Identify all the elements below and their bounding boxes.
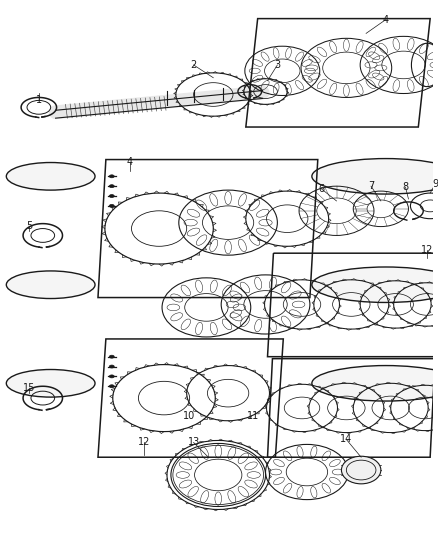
Text: 3: 3 bbox=[274, 60, 280, 70]
Text: 11: 11 bbox=[247, 411, 259, 421]
Text: 14: 14 bbox=[340, 434, 353, 445]
Ellipse shape bbox=[312, 159, 438, 194]
Text: 2: 2 bbox=[191, 60, 197, 70]
Text: 12: 12 bbox=[138, 438, 151, 447]
Ellipse shape bbox=[312, 267, 438, 302]
Text: 10: 10 bbox=[183, 411, 195, 421]
Ellipse shape bbox=[6, 163, 95, 190]
Ellipse shape bbox=[6, 369, 95, 397]
Text: 15: 15 bbox=[23, 383, 35, 393]
Text: 6: 6 bbox=[319, 184, 325, 194]
Ellipse shape bbox=[312, 366, 438, 401]
Ellipse shape bbox=[110, 355, 114, 358]
Text: 12: 12 bbox=[421, 245, 433, 255]
Text: 1: 1 bbox=[36, 95, 42, 106]
Ellipse shape bbox=[110, 175, 114, 178]
Text: 8: 8 bbox=[403, 182, 409, 192]
Text: 13: 13 bbox=[187, 438, 200, 447]
Text: 4: 4 bbox=[127, 157, 133, 166]
Text: 5: 5 bbox=[26, 221, 32, 231]
Ellipse shape bbox=[6, 271, 95, 298]
Ellipse shape bbox=[342, 456, 381, 484]
Text: 7: 7 bbox=[368, 181, 374, 191]
Text: 4: 4 bbox=[383, 14, 389, 25]
Text: 9: 9 bbox=[432, 179, 438, 189]
Ellipse shape bbox=[110, 195, 114, 198]
Ellipse shape bbox=[110, 385, 114, 387]
Ellipse shape bbox=[110, 204, 114, 207]
Ellipse shape bbox=[110, 365, 114, 368]
Ellipse shape bbox=[110, 185, 114, 188]
Ellipse shape bbox=[110, 375, 114, 378]
